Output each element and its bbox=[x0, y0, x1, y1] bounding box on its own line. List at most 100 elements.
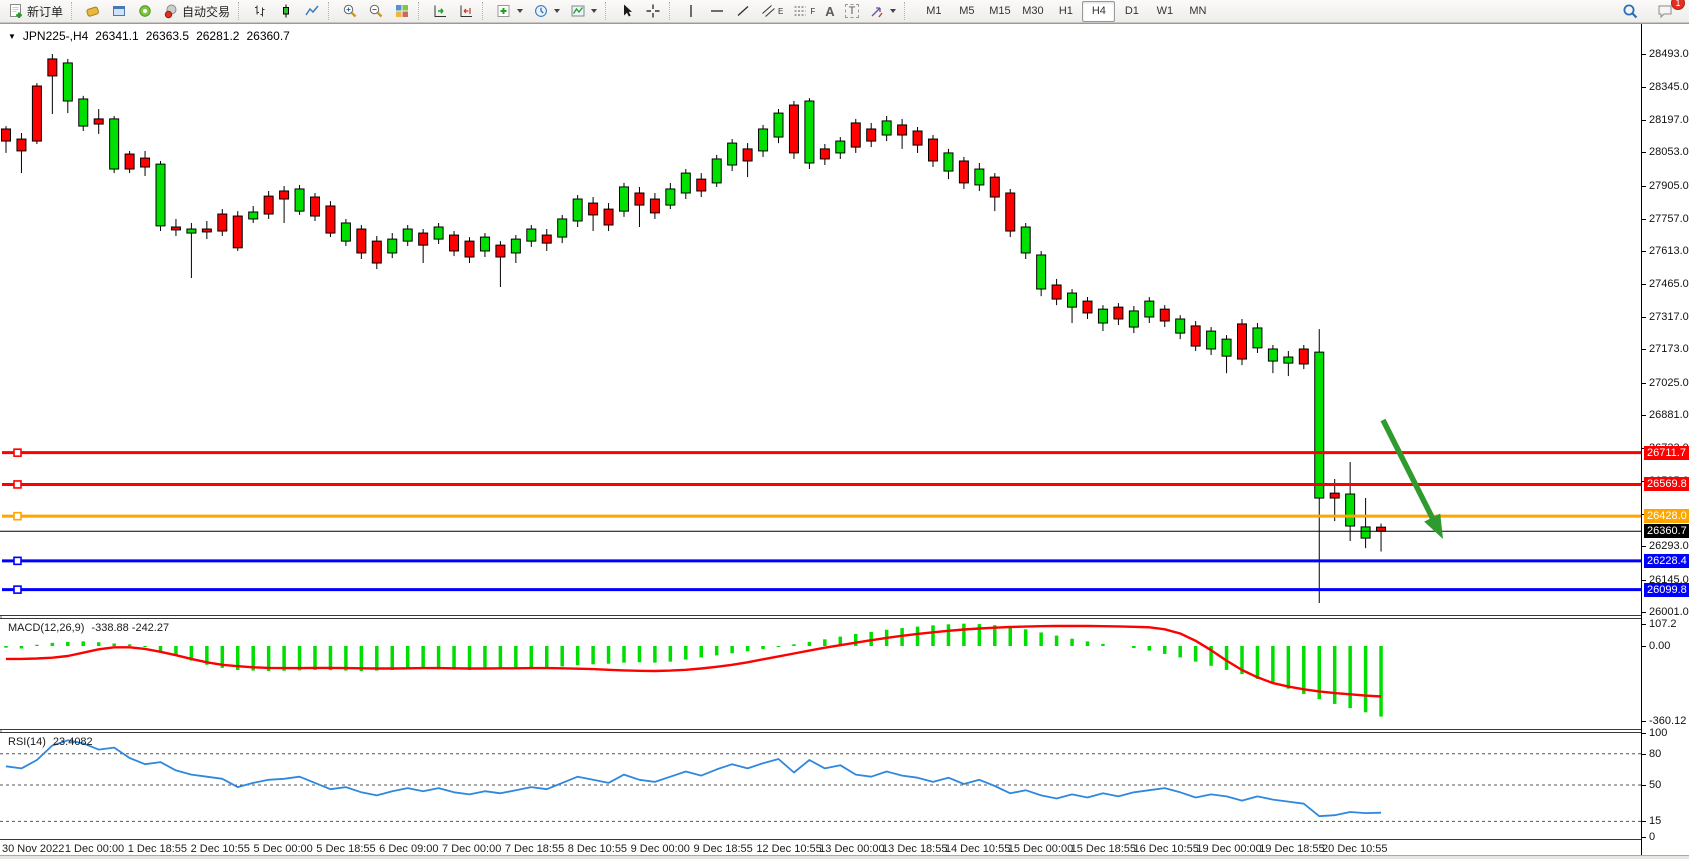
candle bbox=[1376, 523, 1387, 552]
timeframe-button-d1[interactable]: D1 bbox=[1124, 5, 1139, 17]
timeframe-button-mn[interactable]: MN bbox=[1189, 5, 1207, 17]
horizontal-line-object[interactable] bbox=[2, 556, 1641, 566]
auto-trading-button[interactable]: 自动交易 bbox=[158, 0, 235, 22]
market-watch-button[interactable] bbox=[80, 0, 106, 22]
candle bbox=[279, 186, 290, 223]
candle bbox=[1005, 188, 1016, 238]
cursor-tool-button[interactable] bbox=[614, 0, 640, 22]
pane-splitter[interactable] bbox=[0, 618, 1689, 619]
candle bbox=[340, 218, 351, 247]
tile-windows-button[interactable] bbox=[389, 0, 415, 22]
line-price-badge: 26428.0 bbox=[1644, 509, 1689, 524]
toolbar-right-group: 1 bbox=[1617, 0, 1689, 22]
timeframe-button-m5[interactable]: M5 bbox=[959, 5, 975, 17]
search-button[interactable] bbox=[1617, 0, 1644, 22]
strategy-tester-icon bbox=[139, 5, 151, 17]
time-axis[interactable]: 30 Nov 2022 1 Dec 00:00 1 Dec 18:55 2 Dec 1… bbox=[0, 840, 1689, 855]
rsi-tick bbox=[1642, 837, 1646, 838]
templates-button[interactable] bbox=[565, 0, 602, 22]
macd-plot bbox=[4, 623, 1383, 717]
text-label-tool-button[interactable]: T bbox=[840, 0, 865, 22]
macd-pane[interactable]: MACD(12,26,9) -338.88 -242.27 bbox=[0, 619, 1641, 729]
macd-tick bbox=[1642, 721, 1646, 723]
toolbar-separator bbox=[71, 2, 77, 20]
new-order-button[interactable]: 新订单 bbox=[3, 0, 68, 22]
search-icon bbox=[1623, 4, 1638, 18]
pane-splitter[interactable] bbox=[0, 615, 1689, 616]
candlestick-mode-button[interactable] bbox=[273, 0, 299, 22]
candle bbox=[402, 224, 413, 247]
price-axis[interactable]: 28493.0 28345.0 28197.0 28053.0 27905.0 27757… bbox=[1641, 24, 1689, 855]
candle bbox=[325, 201, 336, 238]
candle bbox=[47, 54, 58, 114]
line-drag-handle[interactable] bbox=[13, 556, 22, 566]
trendline-icon bbox=[737, 5, 749, 17]
toolbar-separator bbox=[418, 2, 424, 20]
fibonacci-tool-button[interactable]: F bbox=[788, 0, 820, 22]
timeframe-button-m1[interactable]: M1 bbox=[926, 5, 942, 17]
bar-chart-mode-button[interactable] bbox=[247, 0, 273, 22]
clock-icon bbox=[535, 5, 547, 17]
channel-tool-button[interactable]: E bbox=[756, 0, 788, 22]
new-order-label: 新订单 bbox=[27, 4, 64, 19]
horizontal-line-object[interactable] bbox=[2, 480, 1641, 489]
price-tick-label: 28053.0 bbox=[1649, 146, 1689, 159]
candle bbox=[943, 148, 954, 180]
candle bbox=[170, 218, 181, 236]
notifications-button[interactable]: 1 bbox=[1652, 0, 1685, 22]
horizontal-line-object[interactable] bbox=[2, 448, 1641, 457]
timeframe-button-h4[interactable]: H4 bbox=[1082, 0, 1116, 22]
candle bbox=[572, 195, 583, 228]
time-axis-label: 15 Dec 00:00 bbox=[1007, 843, 1074, 855]
price-tick bbox=[1642, 546, 1646, 548]
pane-splitter[interactable] bbox=[0, 732, 1689, 733]
horizontal-line-object[interactable] bbox=[2, 511, 1641, 521]
crosshair-tool-button[interactable] bbox=[640, 0, 666, 22]
line-drag-handle[interactable] bbox=[13, 585, 22, 594]
text-tool-button[interactable]: A bbox=[820, 0, 839, 22]
auto-scroll-button[interactable] bbox=[427, 0, 453, 22]
trendline-tool-button[interactable] bbox=[730, 0, 756, 22]
fibonacci-letter: F bbox=[810, 6, 816, 16]
chart-symbol-ohlc: ▼ JPN225-,H4 26341.1 26363.5 26281.2 263… bbox=[8, 29, 290, 43]
arrows-tool-button[interactable] bbox=[864, 0, 901, 22]
line-drag-handle[interactable] bbox=[13, 511, 22, 521]
main-chart-pane[interactable]: ▼ JPN225-,H4 26341.1 26363.5 26281.2 263… bbox=[0, 24, 1641, 615]
horizontal-line-tool-button[interactable] bbox=[704, 0, 730, 22]
candle bbox=[665, 182, 676, 210]
candle bbox=[742, 143, 753, 178]
candle bbox=[819, 143, 830, 166]
vertical-line-tool-button[interactable] bbox=[678, 0, 704, 22]
price-tick bbox=[1642, 611, 1646, 613]
strategy-tester-button[interactable] bbox=[132, 0, 158, 22]
time-axis-label: 9 Dec 00:00 bbox=[630, 843, 690, 855]
line-price-badge: 26569.8 bbox=[1644, 477, 1689, 492]
pane-splitter[interactable] bbox=[0, 729, 1689, 730]
price-tick-label: 26881.0 bbox=[1649, 408, 1689, 421]
timeframe-button-m15[interactable]: M15 bbox=[989, 5, 1011, 17]
horizontal-line-object[interactable] bbox=[2, 585, 1641, 594]
data-window-button[interactable] bbox=[106, 0, 132, 22]
down-arrow-annotation[interactable] bbox=[1380, 418, 1443, 539]
candle bbox=[526, 224, 537, 247]
time-axis-label: 16 Dec 10:55 bbox=[1133, 843, 1199, 855]
timeframe-button-w1[interactable]: W1 bbox=[1156, 5, 1174, 17]
timeframe-button-m30[interactable]: M30 bbox=[1022, 5, 1044, 17]
time-axis-label: 20 Dec 10:55 bbox=[1322, 843, 1388, 855]
tile-windows-icon bbox=[396, 5, 409, 17]
candle bbox=[1, 126, 11, 153]
line-drag-handle[interactable] bbox=[13, 448, 22, 457]
zoom-out-button[interactable] bbox=[363, 0, 389, 22]
zoom-in-button[interactable] bbox=[337, 0, 363, 22]
rsi-pane[interactable]: RSI(14) 23.4082 bbox=[0, 733, 1641, 839]
line-chart-mode-button[interactable] bbox=[299, 0, 325, 22]
periods-button[interactable] bbox=[528, 0, 565, 22]
indicators-button[interactable] bbox=[491, 0, 528, 22]
timeframe-button-h1[interactable]: H1 bbox=[1058, 5, 1073, 17]
time-axis-label: 13 Dec 00:00 bbox=[819, 843, 885, 855]
chart-collapse-icon[interactable]: ▼ bbox=[8, 31, 16, 41]
dropdown-caret bbox=[517, 9, 524, 13]
candle bbox=[356, 224, 367, 260]
line-drag-handle[interactable] bbox=[13, 480, 22, 489]
chart-shift-button[interactable] bbox=[453, 0, 479, 22]
